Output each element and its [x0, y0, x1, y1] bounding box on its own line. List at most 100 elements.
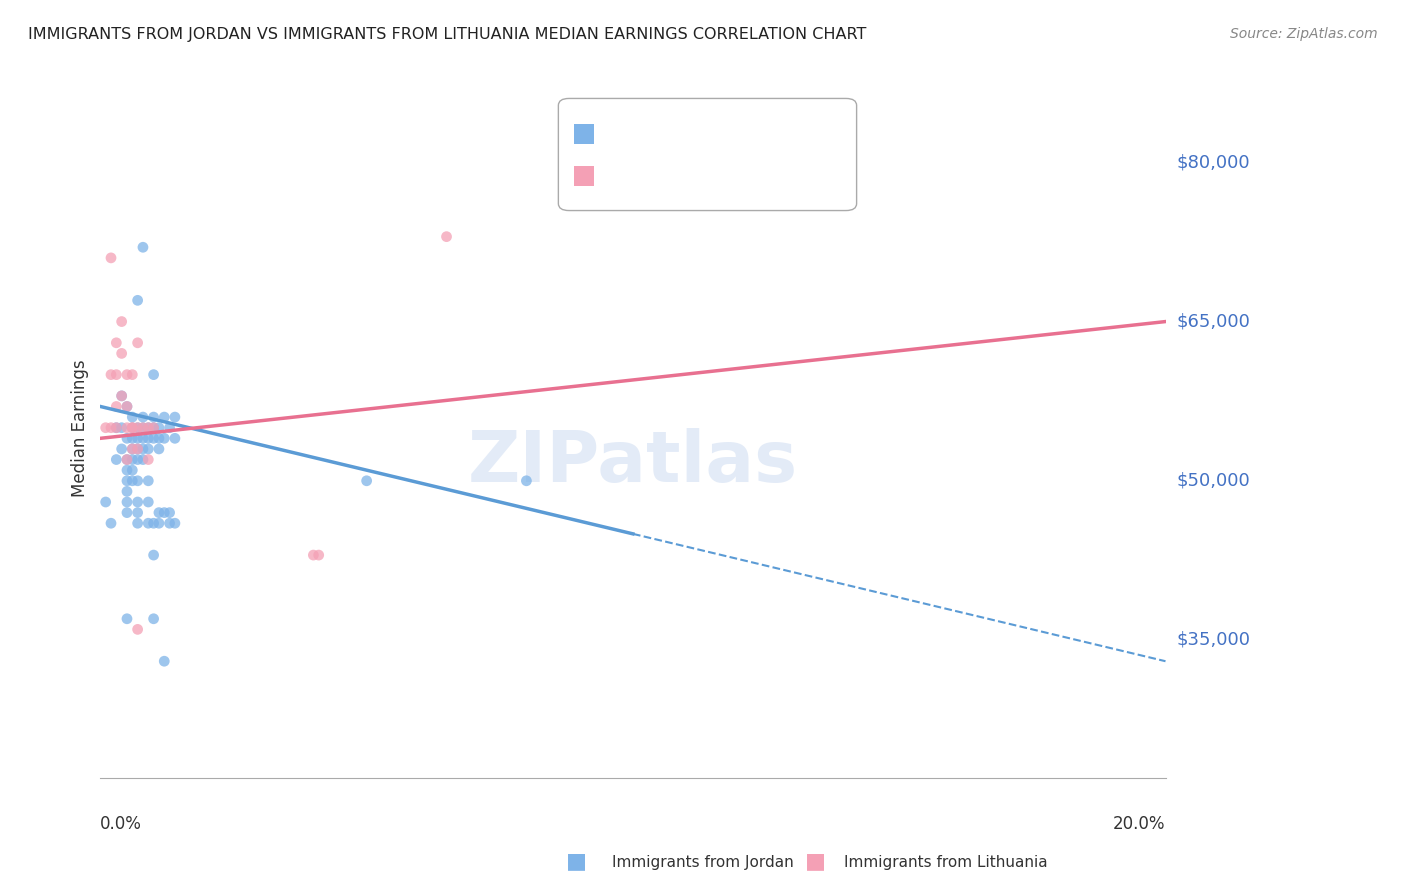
Point: [142, 548, 165, 562]
Point: [115, 452, 138, 467]
Point: [127, 293, 149, 308]
Point: [121, 420, 143, 434]
Text: $35,000: $35,000: [1177, 631, 1250, 649]
Point: [111, 442, 134, 456]
Text: R =  0.182   N = 30: R = 0.182 N = 30: [596, 167, 758, 185]
Text: 0.0%: 0.0%: [100, 815, 142, 833]
Point: [121, 442, 143, 456]
Point: [105, 335, 128, 350]
Point: [105, 420, 128, 434]
Point: [148, 516, 170, 531]
Point: [142, 410, 165, 425]
Point: [163, 516, 186, 531]
Point: [121, 420, 143, 434]
Point: [105, 452, 128, 467]
Point: [163, 410, 186, 425]
Point: [115, 506, 138, 520]
Point: [127, 420, 149, 434]
Point: [115, 452, 138, 467]
Point: [115, 368, 138, 382]
Point: [127, 495, 149, 509]
Point: [159, 516, 181, 531]
Point: [142, 420, 165, 434]
Point: [153, 506, 176, 520]
Point: [436, 229, 458, 244]
Point: [136, 452, 159, 467]
Point: [127, 516, 149, 531]
FancyBboxPatch shape: [574, 167, 593, 186]
Point: [136, 474, 159, 488]
Point: [105, 420, 128, 434]
Point: [142, 368, 165, 382]
Point: [121, 410, 143, 425]
Point: [115, 400, 138, 414]
Text: 68: 68: [755, 125, 776, 143]
Point: [100, 251, 122, 265]
Point: [308, 548, 330, 562]
Point: [302, 548, 325, 562]
Point: [132, 240, 155, 254]
Point: [115, 420, 138, 434]
FancyBboxPatch shape: [574, 124, 593, 144]
Point: [153, 410, 176, 425]
Text: Immigrants from Lithuania: Immigrants from Lithuania: [844, 855, 1047, 870]
Text: ■: ■: [567, 851, 586, 871]
Point: [159, 420, 181, 434]
Text: 20.0%: 20.0%: [1114, 815, 1166, 833]
Point: [127, 506, 149, 520]
Text: IMMIGRANTS FROM JORDAN VS IMMIGRANTS FROM LITHUANIA MEDIAN EARNINGS CORRELATION : IMMIGRANTS FROM JORDAN VS IMMIGRANTS FRO…: [28, 27, 866, 42]
Point: [111, 389, 134, 403]
Point: [148, 506, 170, 520]
Point: [136, 431, 159, 445]
Point: [111, 389, 134, 403]
Point: [127, 442, 149, 456]
Point: [136, 420, 159, 434]
Point: [115, 484, 138, 499]
Point: [153, 654, 176, 668]
Point: [132, 420, 155, 434]
Y-axis label: Median Earnings: Median Earnings: [72, 359, 89, 497]
Point: [159, 506, 181, 520]
Point: [142, 420, 165, 434]
Point: [163, 431, 186, 445]
Point: [132, 452, 155, 467]
Point: [111, 420, 134, 434]
Point: [121, 463, 143, 477]
Text: $80,000: $80,000: [1177, 153, 1250, 171]
Text: Source: ZipAtlas.com: Source: ZipAtlas.com: [1230, 27, 1378, 41]
Text: ■: ■: [806, 851, 825, 871]
Point: [105, 368, 128, 382]
Point: [356, 474, 378, 488]
Point: [127, 335, 149, 350]
Text: -0.161: -0.161: [659, 125, 713, 143]
Point: [142, 516, 165, 531]
Point: [100, 420, 122, 434]
Text: 30: 30: [755, 167, 776, 185]
Point: [127, 420, 149, 434]
Text: Immigrants from Jordan: Immigrants from Jordan: [612, 855, 793, 870]
Point: [127, 474, 149, 488]
Point: [127, 452, 149, 467]
FancyBboxPatch shape: [558, 98, 856, 211]
Point: [132, 410, 155, 425]
Point: [136, 442, 159, 456]
Text: $65,000: $65,000: [1177, 312, 1250, 331]
Point: [121, 368, 143, 382]
Point: [100, 368, 122, 382]
Point: [142, 431, 165, 445]
Point: [121, 474, 143, 488]
Point: [121, 431, 143, 445]
Point: [132, 431, 155, 445]
Point: [121, 420, 143, 434]
Point: [136, 495, 159, 509]
Point: [132, 420, 155, 434]
Text: R = -0.161   N = 68: R = -0.161 N = 68: [596, 125, 759, 143]
Point: [121, 452, 143, 467]
Point: [115, 474, 138, 488]
Point: [94, 495, 117, 509]
Point: [127, 442, 149, 456]
Point: [136, 516, 159, 531]
Point: [115, 612, 138, 626]
Point: [115, 463, 138, 477]
Point: [100, 516, 122, 531]
